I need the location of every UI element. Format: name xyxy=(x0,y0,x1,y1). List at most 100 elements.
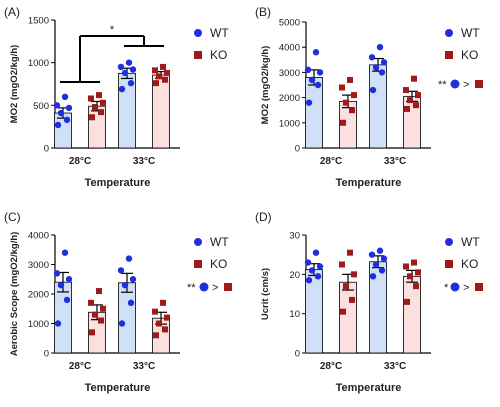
bracket-significance: * xyxy=(110,24,115,36)
legend-marker-wt xyxy=(194,238,202,246)
data-point-wt xyxy=(305,277,313,284)
data-point-wt xyxy=(312,49,320,56)
data-point-wt xyxy=(372,261,380,268)
data-point-ko xyxy=(153,332,159,339)
data-point-ko xyxy=(164,69,170,76)
data-point-ko xyxy=(407,273,413,280)
data-point-wt xyxy=(61,249,69,256)
significance-gt: > xyxy=(463,79,469,91)
data-point-ko xyxy=(153,80,159,87)
data-point-wt xyxy=(308,267,316,274)
significance-ko-marker xyxy=(475,80,483,88)
significance-wt-marker xyxy=(450,79,460,89)
data-point-wt xyxy=(314,81,322,89)
y-tick-label: 0 xyxy=(295,349,300,360)
x-tick-label: 28°C xyxy=(69,156,91,167)
data-point-ko xyxy=(343,99,349,106)
data-point-wt xyxy=(372,64,380,71)
y-tick-label: 3000 xyxy=(28,260,49,271)
data-point-wt xyxy=(117,267,125,274)
panel-label: (B) xyxy=(255,5,271,19)
y-tick-label: 1000 xyxy=(279,118,300,129)
data-point-ko xyxy=(92,104,98,111)
bar-wt-1 xyxy=(118,282,136,354)
x-tick-label: 33°C xyxy=(133,361,155,372)
data-point-ko xyxy=(411,75,417,82)
significance-gt: > xyxy=(463,282,469,294)
data-point-ko xyxy=(160,299,166,306)
data-point-ko xyxy=(339,261,345,268)
x-axis-label: Temperature xyxy=(85,382,151,394)
legend-label-ko: KO xyxy=(461,48,478,62)
data-point-ko xyxy=(351,271,357,278)
data-point-ko xyxy=(96,92,102,99)
significance-gt: > xyxy=(212,282,218,294)
data-point-wt xyxy=(312,249,320,256)
bar-ko-0 xyxy=(339,281,357,354)
data-point-ko xyxy=(340,308,346,315)
data-point-ko xyxy=(152,67,158,74)
y-axis-label: MO2 (mgO2/kg/h) xyxy=(9,45,20,124)
significance-ko-marker xyxy=(475,283,483,291)
legend-label-ko: KO xyxy=(210,48,227,62)
data-point-wt xyxy=(376,247,384,254)
data-point-ko xyxy=(349,107,355,114)
y-tick-label: 1000 xyxy=(28,319,49,330)
data-point-ko xyxy=(160,63,166,70)
data-point-ko xyxy=(88,95,94,102)
legend-marker-ko xyxy=(194,260,202,268)
data-point-ko xyxy=(404,298,410,305)
legend-label-wt: WT xyxy=(210,235,229,249)
data-point-wt xyxy=(54,121,62,129)
y-tick-label: 20 xyxy=(289,270,300,281)
data-point-ko xyxy=(162,326,168,333)
x-tick-label: 33°C xyxy=(384,361,406,372)
y-axis-label: MO2 (mgO2/kg/h) xyxy=(260,46,271,125)
data-point-wt xyxy=(57,281,65,289)
data-point-ko xyxy=(339,84,345,91)
panel-label: (D) xyxy=(255,210,272,224)
data-point-ko xyxy=(98,109,104,116)
legend-marker-ko xyxy=(445,260,453,268)
y-tick-label: 0 xyxy=(44,144,49,155)
data-point-ko xyxy=(162,76,168,83)
data-point-wt xyxy=(125,255,133,262)
data-point-wt xyxy=(53,270,61,277)
y-tick-label: 0 xyxy=(295,144,300,155)
data-point-ko xyxy=(403,87,409,94)
data-point-wt xyxy=(308,76,316,84)
data-point-wt xyxy=(129,276,137,283)
data-point-wt xyxy=(129,66,137,73)
panel-a: (A) 0 500 1000 1500 MO2 (mgO2/kg/h) 28°C 33°C Te… xyxy=(4,5,229,189)
data-point-wt xyxy=(125,59,133,66)
significance-wt-marker xyxy=(199,282,209,292)
legend-label-wt: WT xyxy=(461,26,480,40)
y-axis-label: Aerobic Scope (mgO2/kg/h) xyxy=(9,232,20,357)
panel-c: (C) 0 1000 2000 3000 4000 Aerobic Scope (mgO2/… xyxy=(4,210,232,394)
legend-label-wt: WT xyxy=(461,235,480,249)
data-point-ko xyxy=(415,92,421,99)
data-point-wt xyxy=(65,276,73,283)
data-point-wt xyxy=(368,54,376,61)
data-point-ko xyxy=(351,92,357,99)
data-point-ko xyxy=(347,76,353,83)
y-tick-label: 5000 xyxy=(279,18,300,29)
x-axis-label: Temperature xyxy=(85,177,151,189)
data-point-ko xyxy=(89,329,95,336)
data-point-wt xyxy=(57,109,65,117)
data-point-wt xyxy=(305,99,313,106)
data-point-wt xyxy=(316,69,324,76)
y-tick-label: 500 xyxy=(33,101,49,112)
x-tick-label: 28°C xyxy=(320,361,342,372)
data-point-ko xyxy=(343,283,349,290)
y-tick-label: 10 xyxy=(289,309,300,320)
y-tick-label: 2000 xyxy=(28,290,49,301)
data-point-ko xyxy=(92,311,98,318)
legend-marker-wt xyxy=(194,29,202,37)
panel-b: (B) 0 1000 2000 3000 4000 5000 MO2 (mgO2/kg/h) 2… xyxy=(255,5,483,189)
data-point-wt xyxy=(63,116,71,124)
data-point-wt xyxy=(127,299,135,307)
x-tick-label: 33°C xyxy=(384,156,406,167)
data-point-wt xyxy=(304,66,312,74)
